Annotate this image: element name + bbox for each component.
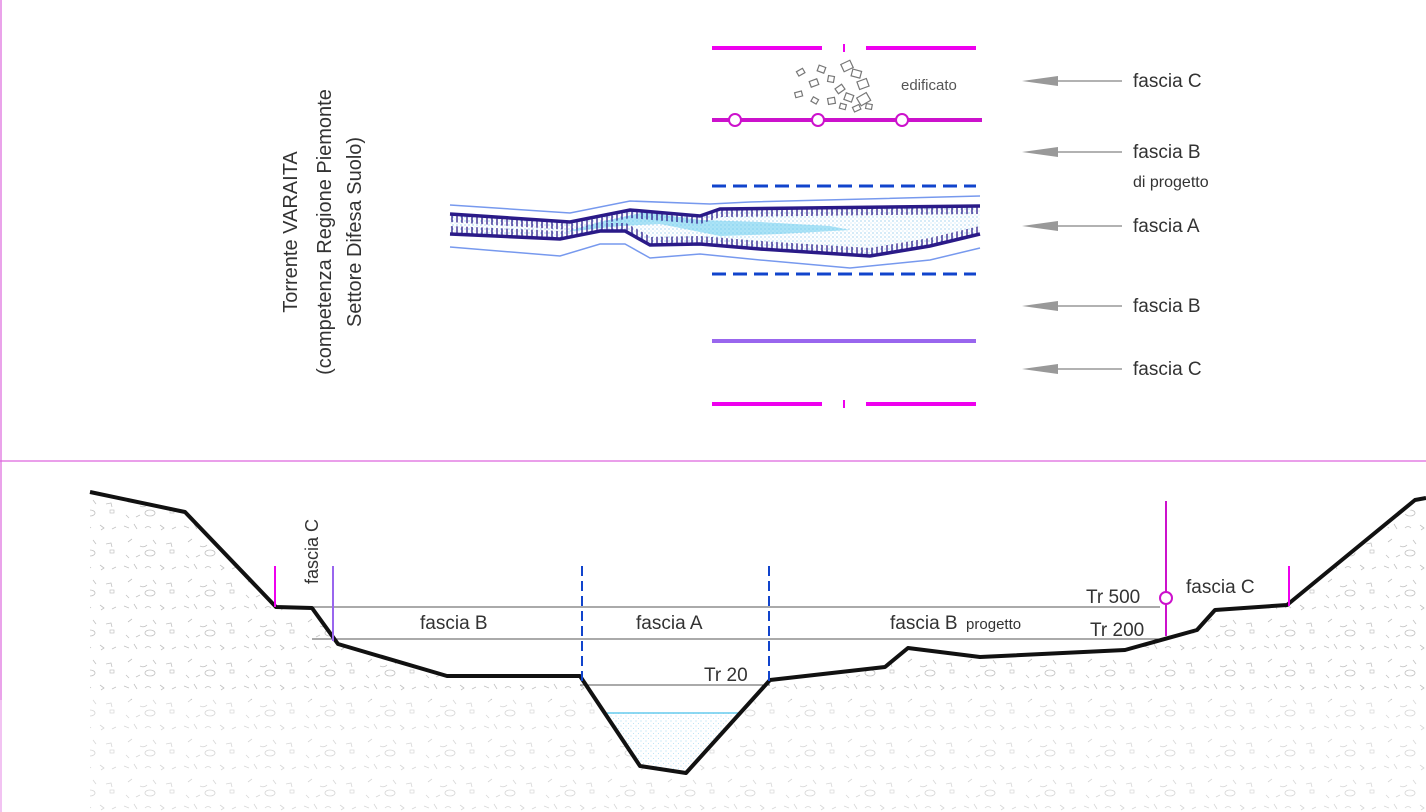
tr200-label: Tr 200 bbox=[1090, 620, 1144, 641]
soil-texture bbox=[90, 492, 1426, 812]
section-fascia-a: fascia A bbox=[636, 613, 703, 634]
band-arrow bbox=[1022, 301, 1122, 311]
band-label: fascia B bbox=[1133, 142, 1201, 163]
fascia-c-boundary-top bbox=[712, 44, 976, 52]
band-label: fascia C bbox=[1133, 359, 1202, 380]
section-fascia-c-right: fascia C bbox=[1186, 577, 1255, 598]
section-fascia-b: fascia B bbox=[420, 613, 488, 634]
band-sublabel: di progetto bbox=[1133, 174, 1209, 191]
section-fascia-c-left: fascia C bbox=[302, 519, 322, 584]
fascia-b-progetto-boundary bbox=[712, 113, 982, 127]
band-label: fascia A bbox=[1133, 216, 1200, 237]
fascia-c-boundary-bottom bbox=[712, 400, 976, 408]
band-arrow bbox=[1022, 147, 1122, 157]
fascia-b-progetto-marker-circle bbox=[1159, 591, 1173, 605]
river-title-line1: Torrente VARAITA bbox=[280, 151, 302, 313]
band-arrow bbox=[1022, 364, 1122, 374]
river-title-line2: (competenza Regione Piemonte bbox=[314, 89, 336, 375]
section-fascia-b-progetto-sub: progetto bbox=[966, 616, 1021, 633]
river-title-line3: Settore Difesa Suolo) bbox=[344, 137, 366, 327]
river-title: Torrente VARAITA (competenza Regione Pie… bbox=[280, 89, 366, 375]
band-arrow bbox=[1022, 76, 1122, 86]
river-plan bbox=[449, 195, 981, 269]
band-label: fascia B bbox=[1133, 296, 1201, 317]
edificato-buildings bbox=[793, 59, 873, 113]
band-legend: fascia C fascia B di progetto fascia A f… bbox=[1022, 71, 1209, 380]
band-arrow bbox=[1022, 221, 1122, 231]
band-label: fascia C bbox=[1133, 71, 1202, 92]
channel-water bbox=[607, 713, 740, 773]
tr20-label: Tr 20 bbox=[704, 665, 748, 686]
tr500-label: Tr 500 bbox=[1086, 587, 1140, 608]
section-fascia-b-progetto-main: fascia B bbox=[890, 613, 958, 634]
section-fascia-b-progetto: fascia B progetto bbox=[890, 613, 1021, 634]
edificato-label: edificato bbox=[901, 77, 957, 94]
